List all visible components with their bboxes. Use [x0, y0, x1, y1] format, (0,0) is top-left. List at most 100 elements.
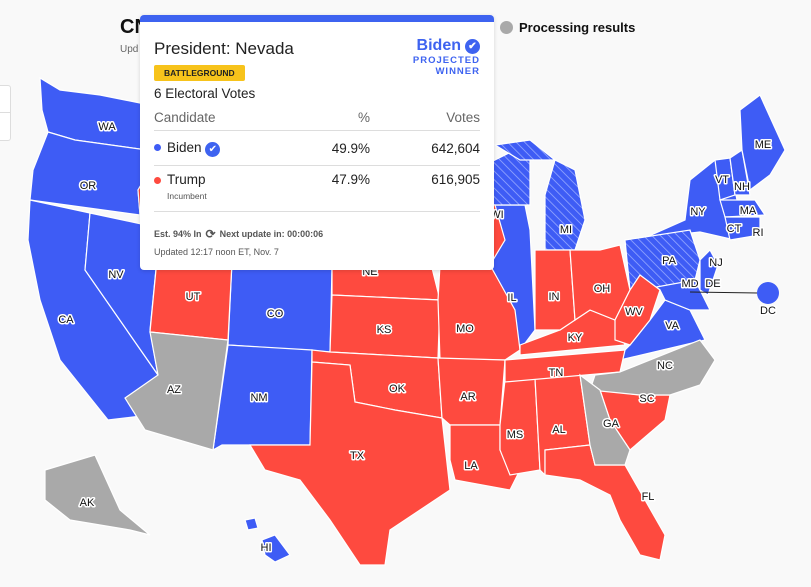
label-CT: CT [727, 223, 742, 235]
label-IN: IN [549, 291, 560, 303]
label-AK: AK [80, 497, 95, 509]
label-PA: PA [662, 255, 677, 267]
state-MO[interactable] [437, 264, 521, 361]
label-OH: OH [594, 283, 611, 295]
results-table: Candidate % Votes Biden ✔ 49.9% 642,604 … [154, 110, 480, 212]
check-circle-icon: ✔ [465, 38, 480, 54]
state-DC[interactable] [757, 282, 779, 304]
label-MD: MD [681, 278, 698, 290]
state-MS[interactable] [499, 377, 541, 476]
updated-time: Updated 12:17 noon ET, Nov. 7 [154, 247, 279, 257]
label-CA: CA [58, 314, 74, 326]
state-IN[interactable] [534, 249, 576, 331]
label-TN: TN [549, 367, 564, 379]
label-KS: KS [377, 324, 392, 336]
label-OK: OK [389, 383, 406, 395]
label-RI: RI [753, 227, 764, 239]
label-ME: ME [755, 139, 772, 151]
col-pct: % [357, 110, 370, 125]
label-VA: VA [665, 320, 680, 332]
label-AL: AL [552, 424, 565, 436]
label-NM: NM [250, 392, 267, 404]
legend-label: Processing results [519, 20, 636, 35]
label-NH: NH [734, 181, 750, 193]
label-MO: MO [456, 323, 474, 335]
label-NC: NC [657, 360, 673, 372]
label-NV: NV [108, 269, 124, 281]
state-MA[interactable] [719, 199, 767, 218]
label-CO: CO [267, 308, 284, 320]
label-WA: WA [98, 121, 116, 133]
col-candidate: Candidate [154, 110, 216, 125]
col-votes: Votes [446, 110, 480, 125]
projected-label: PROJECTED [412, 55, 480, 66]
race-title: President: Nevada [154, 39, 294, 58]
label-UT: UT [186, 291, 201, 303]
state-tooltip: President: Nevada BATTLEGROUND 6 Elector… [140, 15, 494, 270]
candidate-votes: 642,604 [431, 140, 480, 156]
label-DC: DC [760, 305, 776, 317]
state-GA[interactable] [579, 373, 631, 466]
candidate-pct: 49.9% [331, 140, 370, 156]
state-WV[interactable] [614, 274, 661, 346]
rep-dot-icon [154, 176, 161, 184]
state-NH[interactable] [729, 148, 751, 196]
label-DE: DE [705, 278, 720, 290]
candidate-pct: 47.9% [331, 172, 370, 187]
legend-processing: Processing results [500, 20, 635, 35]
label-VT: VT [715, 174, 729, 186]
reporting-status: Est. 94% In ⟳ Next update in: 00:00:06 [154, 227, 323, 241]
winner-name: Biden [416, 37, 461, 54]
electoral-votes: 6 Electoral Votes [154, 86, 256, 101]
est-reporting: Est. 94% In [154, 229, 202, 239]
label-FL: FL [642, 491, 655, 503]
label-LA: LA [464, 460, 478, 472]
winner-label: WINNER [435, 66, 480, 77]
zoom-controls[interactable] [0, 85, 11, 141]
state-AZ[interactable] [124, 331, 229, 451]
dem-dot-icon [154, 144, 161, 152]
label-MA: MA [740, 205, 757, 217]
label-NJ: NJ [709, 257, 722, 269]
zoom-in-button[interactable] [0, 86, 10, 113]
state-ME[interactable] [739, 94, 786, 192]
state-NC[interactable] [589, 339, 716, 396]
state-MI-up[interactable] [493, 139, 557, 161]
table-header: Candidate % Votes [154, 110, 480, 131]
state-CT[interactable] [724, 216, 761, 241]
table-row: Trump Incumbent 47.9% 616,905 [154, 166, 480, 212]
label-AR: AR [460, 391, 475, 403]
label-SC: SC [639, 393, 654, 405]
label-IL: IL [507, 292, 516, 304]
processing-swatch [500, 21, 513, 34]
updated-subtitle: Upd [120, 44, 139, 55]
tooltip-accent-bar [140, 15, 494, 22]
table-row: Biden ✔ 49.9% 642,604 [154, 131, 480, 166]
label-OR: OR [80, 180, 97, 192]
label-WV: WV [625, 306, 643, 318]
battleground-badge: BATTLEGROUND [154, 65, 245, 81]
candidate-name: Trump [167, 172, 206, 187]
incumbent-label: Incumbent [167, 191, 207, 201]
refresh-icon: ⟳ [205, 227, 216, 241]
label-HI: HI [261, 542, 272, 554]
label-MI: MI [560, 224, 572, 236]
state-HI-2[interactable] [244, 517, 259, 531]
state-CO[interactable] [227, 261, 333, 353]
state-MI[interactable] [544, 159, 586, 251]
label-TX: TX [350, 450, 365, 462]
label-GA: GA [603, 418, 620, 430]
state-TX[interactable] [248, 361, 451, 566]
candidate-votes: 616,905 [431, 172, 480, 187]
next-update: Next update in: 00:00:06 [219, 229, 324, 239]
state-NJ[interactable] [699, 249, 719, 296]
label-KY: KY [568, 332, 583, 344]
candidate-name: Biden [167, 139, 202, 155]
check-circle-icon: ✔ [205, 141, 221, 157]
state-HI[interactable] [261, 534, 291, 563]
state-AK[interactable] [44, 454, 151, 536]
label-NY: NY [690, 206, 706, 218]
label-AZ: AZ [167, 384, 181, 396]
projected-winner: Biden ✔ PROJECTED WINNER [413, 37, 480, 77]
dc-leader-line [689, 291, 759, 294]
